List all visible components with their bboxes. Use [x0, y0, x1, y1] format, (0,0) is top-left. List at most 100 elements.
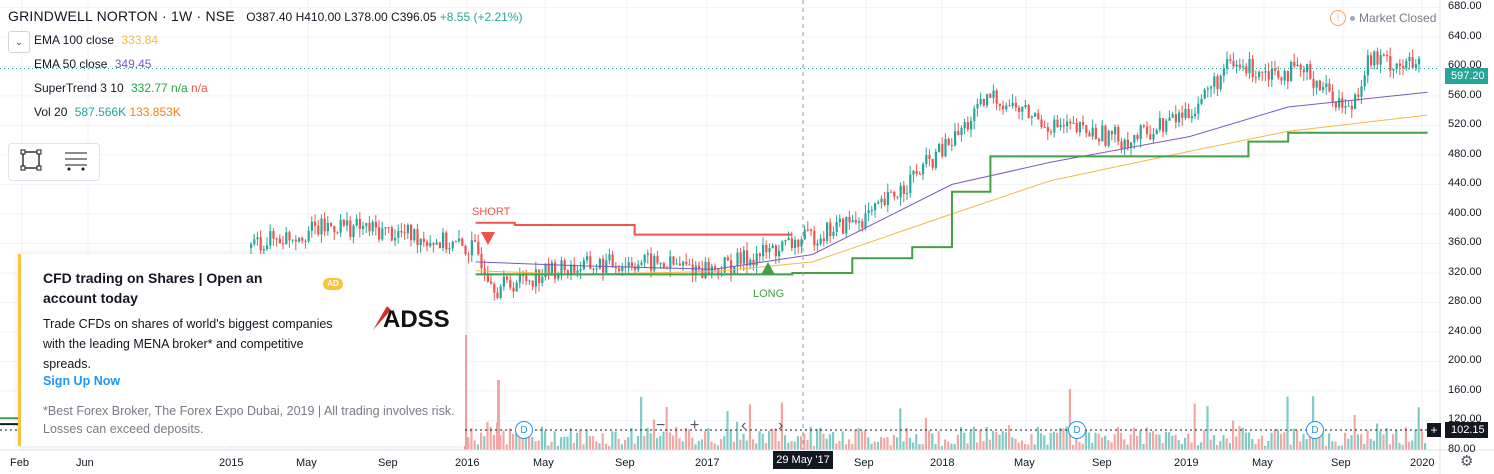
candle-body	[1088, 132, 1091, 137]
volume-bar	[889, 445, 892, 450]
volume-bar	[745, 440, 748, 450]
volume-bar	[521, 437, 524, 450]
candle-body	[1094, 127, 1097, 140]
candle-body	[1296, 64, 1299, 67]
candle-body	[752, 259, 755, 266]
candle-body	[323, 218, 326, 232]
candle-body	[445, 232, 448, 250]
indicator-ema50[interactable]: EMA 50 close 349.45	[34, 57, 151, 71]
volume-bar	[1315, 429, 1318, 450]
candle-body	[253, 239, 256, 245]
volume-bar	[924, 417, 927, 450]
volume-bar	[899, 408, 902, 450]
dividend-marker[interactable]: D	[1306, 421, 1324, 439]
candle-body	[1277, 70, 1280, 78]
scroll-left-button[interactable]: ‹	[741, 417, 747, 434]
volume-bar	[739, 439, 742, 450]
short-arrow-icon	[481, 232, 495, 245]
candle-body	[538, 269, 541, 283]
volume-bar	[1024, 443, 1027, 450]
candle-body	[826, 222, 829, 242]
collapse-legend-button[interactable]: ⌄	[8, 31, 30, 53]
candle-body	[1174, 114, 1177, 123]
volume-bar	[873, 441, 876, 450]
volume-bar	[931, 433, 934, 450]
ad-signup-link[interactable]: Sign Up Now	[43, 374, 121, 388]
zoom-in-button[interactable]: +	[690, 417, 700, 434]
volume-bar	[876, 441, 879, 450]
volume-bar	[1417, 407, 1420, 450]
candle-body	[1158, 118, 1161, 130]
volume-bar	[796, 436, 799, 450]
indicator-ema100[interactable]: EMA 100 close 333.84	[34, 33, 158, 47]
candle-body	[1264, 71, 1267, 73]
ad-card[interactable]: CFD trading on Shares | Open an account …	[18, 254, 465, 446]
candle-body	[1238, 64, 1241, 68]
volume-bar	[617, 438, 620, 450]
volume-bar	[1097, 433, 1100, 450]
volume-bar	[1420, 428, 1423, 450]
volume-bar	[620, 444, 623, 450]
ad-disclaimer: *Best Forex Broker, The Forex Expo Dubai…	[43, 404, 455, 436]
candle-body	[874, 203, 877, 211]
volume-bar	[1030, 434, 1033, 450]
candle-body	[426, 241, 429, 247]
volume-bar	[1328, 433, 1331, 450]
volume-bar	[800, 436, 803, 450]
candle-body	[413, 229, 416, 241]
candle-body	[474, 240, 477, 242]
candle-body	[672, 256, 675, 265]
candle-body	[499, 286, 502, 298]
candle-body	[806, 229, 809, 231]
candle-body	[1242, 66, 1245, 68]
volume-bar	[614, 431, 617, 450]
volume-bar	[828, 434, 831, 450]
candle-body	[1347, 105, 1350, 107]
candle-body	[256, 237, 259, 240]
volume-bar	[934, 444, 937, 450]
lines-tool-icon[interactable]	[63, 149, 89, 176]
candle-body	[611, 254, 614, 267]
indicator-volume[interactable]: Vol 20 587.566K 133.853K	[34, 105, 181, 119]
zoom-out-button[interactable]: −	[656, 417, 666, 434]
add-plus-button[interactable]: +	[1427, 423, 1441, 437]
symbol-title[interactable]: GRINDWELL NORTON · 1W · NSE	[8, 8, 235, 24]
candle-body	[1283, 70, 1286, 81]
candle-body	[1386, 54, 1389, 57]
candle-body	[864, 213, 867, 228]
candle-body	[1075, 122, 1078, 133]
rectangle-tool-icon[interactable]	[20, 149, 42, 176]
candle-body	[1280, 77, 1283, 81]
indicator-supertrend[interactable]: SuperTrend 3 10 332.77 n/a n/a	[34, 81, 208, 95]
volume-bar	[643, 436, 646, 450]
volume-bar	[624, 439, 627, 450]
market-status[interactable]: ! Market Closed	[1330, 10, 1436, 26]
candle-body	[909, 174, 912, 194]
candle-body	[832, 231, 835, 237]
volume-bar	[1180, 444, 1183, 450]
dividend-marker[interactable]: D	[1068, 421, 1086, 439]
dividend-marker[interactable]: D	[515, 421, 533, 439]
settings-gear-icon[interactable]: ⚙	[1460, 453, 1474, 470]
candle-body	[304, 240, 307, 242]
candle-body	[250, 244, 253, 248]
volume-bar	[851, 443, 854, 450]
candle-body	[800, 239, 803, 247]
volume-bar	[678, 438, 681, 450]
volume-bar	[809, 426, 812, 450]
candle-body	[678, 263, 681, 266]
volume-bar	[1008, 425, 1011, 450]
candle-body	[1392, 69, 1395, 71]
candle-body	[934, 151, 937, 168]
volume-bar	[505, 444, 508, 450]
volume-bar	[844, 444, 847, 450]
volume-bar	[627, 437, 630, 450]
time-tick-label: May	[1014, 457, 1035, 469]
scroll-right-button[interactable]: ›	[778, 417, 784, 434]
volume-bar	[1209, 439, 1212, 450]
candle-body	[1056, 119, 1059, 127]
time-tick-label: May	[296, 457, 317, 469]
volume-bar	[1123, 439, 1126, 450]
volume-bar	[553, 431, 556, 450]
ad-title[interactable]: CFD trading on Shares | Open an account …	[43, 270, 263, 306]
